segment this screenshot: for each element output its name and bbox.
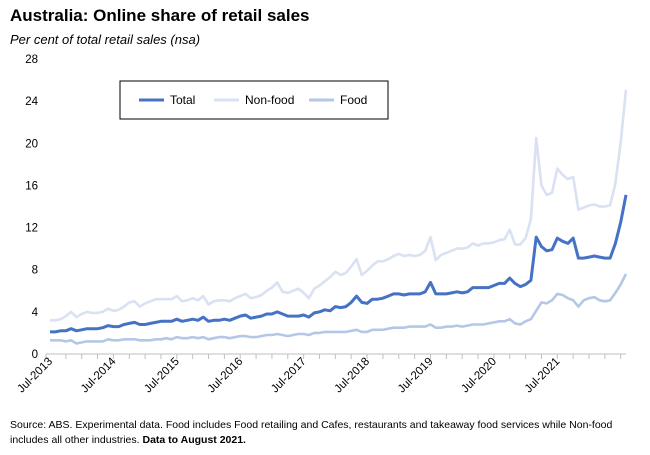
x-tick-label: Jul-2019 bbox=[396, 356, 436, 396]
x-tick-label: Jul-2020 bbox=[459, 356, 499, 396]
source-data-date: Data to August 2021. bbox=[142, 434, 246, 446]
legend-label-nonfood: Non-food bbox=[245, 93, 294, 107]
y-axis: 0 4 8 12 16 20 24 28 bbox=[25, 54, 38, 361]
chart-subtitle: Per cent of total retail sales (nsa) bbox=[10, 32, 201, 47]
y-tick-label: 8 bbox=[32, 265, 38, 277]
y-tick-label: 20 bbox=[25, 138, 38, 150]
legend: Total Non-food Food bbox=[119, 80, 389, 120]
y-tick-label: 12 bbox=[25, 223, 38, 235]
x-axis: Jul-2013 Jul-2014 Jul-2015 Jul-2016 Jul-2017… bbox=[15, 353, 626, 396]
x-tick-label: Jul-2014 bbox=[79, 355, 119, 395]
y-tick-label: 4 bbox=[32, 307, 39, 319]
series-lines bbox=[50, 89, 628, 345]
y-tick-label: 28 bbox=[25, 54, 38, 66]
source-note: Source: ABS. Experimental data. Food inc… bbox=[10, 418, 640, 448]
x-tick-label: Jul-2018 bbox=[332, 356, 372, 396]
x-tick-label: Jul-2016 bbox=[206, 356, 246, 396]
series-line-nonfood bbox=[50, 89, 628, 322]
y-tick-label: 0 bbox=[32, 349, 38, 361]
legend-box bbox=[119, 80, 389, 120]
x-tick-label: Jul-2021 bbox=[523, 356, 563, 396]
x-tick-label: Jul-2017 bbox=[269, 356, 309, 396]
y-tick-label: 16 bbox=[25, 180, 38, 192]
legend-label-food: Food bbox=[340, 93, 367, 107]
legend-label-total: Total bbox=[170, 93, 195, 107]
series-line-food bbox=[50, 273, 628, 345]
chart-title: Australia: Online share of retail sales bbox=[10, 6, 310, 25]
y-tick-label: 24 bbox=[25, 96, 38, 108]
source-text: Source: ABS. Experimental data. Food inc… bbox=[10, 419, 613, 446]
x-tick-label: Jul-2015 bbox=[142, 356, 182, 396]
x-tick-label: Jul-2013 bbox=[15, 356, 55, 396]
series-line-total bbox=[50, 194, 628, 334]
